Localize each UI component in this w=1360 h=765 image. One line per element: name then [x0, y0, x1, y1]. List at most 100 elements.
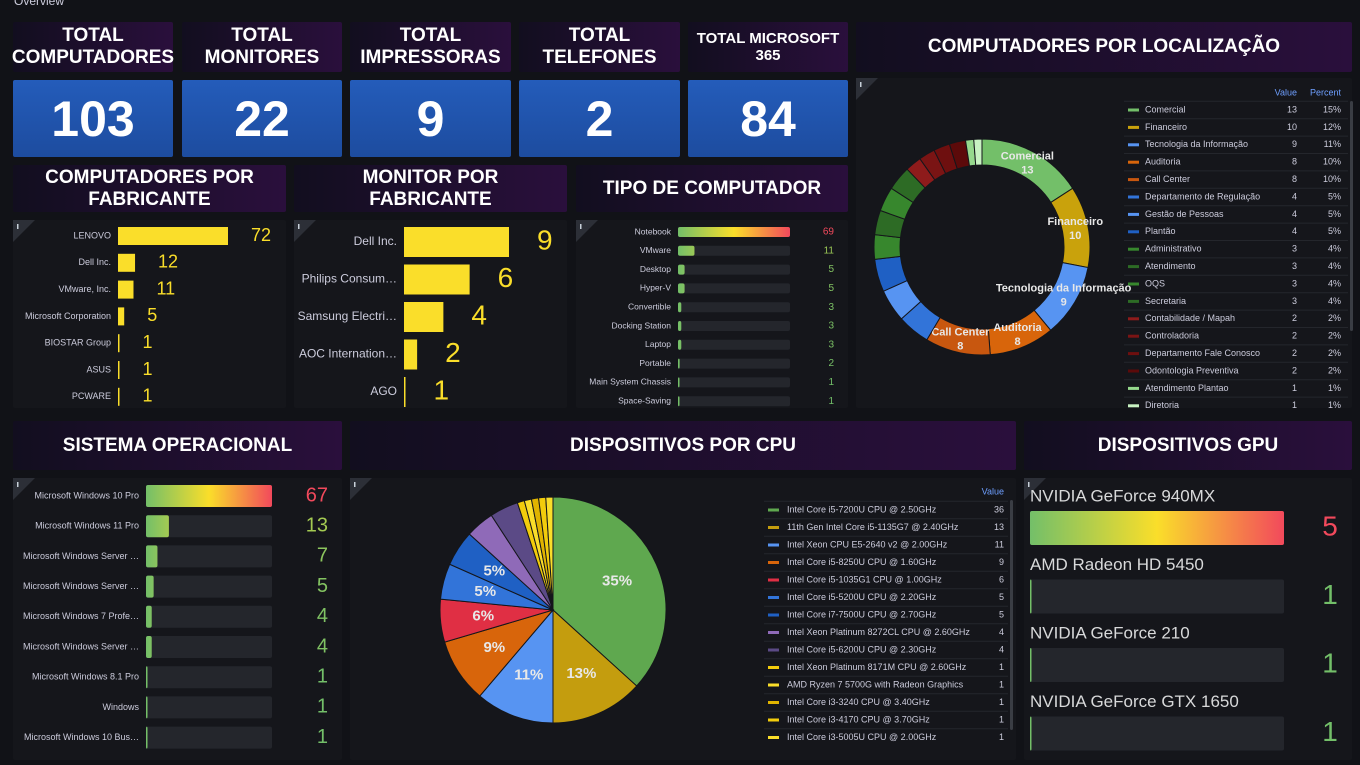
bar — [678, 377, 680, 388]
legend-header: Value — [982, 486, 1004, 496]
bar — [118, 280, 134, 299]
legend-label: Plantão — [1145, 226, 1176, 236]
legend-percent: 11% — [1324, 139, 1341, 149]
legend-value: 2 — [1292, 313, 1297, 323]
legend-swatch — [768, 666, 779, 669]
legend-swatch — [768, 613, 779, 617]
bar — [1030, 511, 1284, 545]
legend-scrollbar — [1010, 500, 1013, 730]
legend-percent: 5% — [1328, 209, 1341, 219]
legend-value: 1 — [999, 714, 1004, 724]
bar-label: Hyper-V — [640, 283, 672, 293]
legend-label: Controladoria — [1145, 331, 1199, 341]
legend-percent: 10% — [1323, 157, 1341, 167]
info-corner — [856, 78, 878, 100]
legend-percent: 2% — [1328, 348, 1341, 358]
stat-title: TOTAL MICROSOFT 365 — [688, 22, 848, 72]
bar-value: 5 — [1322, 510, 1338, 541]
slice-label: 5% — [483, 563, 505, 580]
bar-label: VMware, Inc. — [58, 284, 111, 294]
row-header[interactable]: Overview — [14, 0, 64, 8]
bar-label: NVIDIA GeForce 210 — [1030, 623, 1190, 642]
panel-title: COMPUTADORES POR LOCALIZAÇÃO — [856, 22, 1352, 72]
pie-slice — [479, 608, 554, 724]
bar-value: 4 — [317, 635, 328, 657]
legend-value: 2 — [1292, 365, 1297, 375]
bar-value: 3 — [828, 339, 834, 350]
legend-percent: 4% — [1328, 261, 1341, 271]
info-icon — [1028, 482, 1030, 487]
slice-value: 8 — [957, 340, 963, 352]
slice-label: Financeiro — [1047, 216, 1103, 228]
bar-label: NVIDIA GeForce 940MX — [1030, 486, 1215, 505]
bar-track — [146, 726, 272, 749]
legend-label: Diretoria — [1145, 400, 1179, 410]
bar-track — [146, 636, 272, 658]
bar — [118, 334, 120, 353]
legend-value: 3 — [1292, 261, 1297, 271]
legend-label: Intel Core i5-6200U CPU @ 2.30GHz — [787, 644, 937, 654]
legend-label: Intel Xeon CPU E5-2640 v2 @ 2.00GHz — [787, 539, 948, 549]
bar-label: Portable — [639, 358, 671, 368]
legend-value: 36 — [994, 504, 1004, 514]
legend-swatch — [1128, 108, 1139, 112]
slice-value: 8 — [1014, 336, 1020, 348]
bar-label: ASUS — [86, 364, 111, 374]
legend-value: 9 — [999, 557, 1004, 567]
slice-label: 6% — [472, 608, 494, 625]
legend-swatch — [1128, 317, 1139, 321]
bar — [118, 307, 125, 326]
bar-label: VMware — [640, 245, 671, 255]
bar-value: 69 — [823, 227, 835, 238]
slice-label: 9% — [483, 639, 505, 656]
legend-percent: 12% — [1323, 122, 1341, 132]
pie-slice — [552, 608, 638, 724]
bar-label: NVIDIA GeForce GTX 1650 — [1030, 692, 1239, 711]
legend-percent: 15% — [1323, 104, 1341, 114]
bar-value: 1 — [828, 396, 834, 407]
bar-value: 4 — [471, 299, 487, 330]
legend-percent: 10% — [1323, 174, 1341, 184]
bar-label: Dell Inc. — [354, 234, 397, 248]
legend-swatch — [768, 648, 779, 652]
legend-header: Value — [1275, 87, 1297, 97]
bar-value: 72 — [251, 225, 271, 245]
legend-swatch — [768, 561, 779, 564]
info-icon — [17, 482, 19, 487]
bar-label: Samsung Electri… — [298, 309, 397, 323]
legend-percent: 2% — [1328, 313, 1341, 323]
panel-title: TIPO DE COMPUTADOR — [576, 165, 848, 212]
bar-value: 7 — [317, 545, 328, 567]
legend-percent: 4% — [1328, 244, 1341, 254]
bar — [678, 358, 680, 369]
bar-track — [146, 545, 272, 568]
bar-label: Microsoft Windows Server … — [23, 581, 139, 591]
slice-value: 13 — [1021, 164, 1033, 176]
bar-label: LENOVO — [73, 230, 111, 240]
row-title: Overview — [14, 0, 65, 8]
legend-percent: 1% — [1328, 383, 1341, 393]
legend-value: 4 — [1292, 191, 1297, 201]
bar-label: Microsoft Windows 10 Bus… — [24, 732, 139, 742]
bar-value: 1 — [317, 665, 328, 687]
bar-label: Microsoft Corporation — [25, 311, 111, 321]
bar — [404, 302, 444, 332]
legend-label: Atendimento Plantao — [1145, 383, 1229, 393]
bar-value: 9 — [537, 224, 553, 255]
legend-swatch — [768, 578, 779, 582]
legend-value: 1 — [999, 732, 1004, 742]
bar-value: 5 — [147, 305, 157, 325]
legend-swatch — [1128, 404, 1139, 408]
bar-label: Convertible — [628, 301, 671, 311]
legend-swatch — [1128, 212, 1139, 216]
bar-label: Docking Station — [611, 320, 671, 330]
info-corner — [350, 478, 372, 500]
bar-label: Microsoft Windows 10 Pro — [34, 490, 139, 500]
bar-value: 1 — [317, 726, 328, 748]
legend: Value Intel Core i5-7200U CPU @ 2.50GHz 36… — [764, 486, 1008, 742]
legend-swatch — [1128, 265, 1139, 269]
bar-label: Notebook — [635, 226, 672, 236]
stat-title: TOTAL MONITORES — [182, 22, 342, 72]
bar — [678, 396, 680, 407]
